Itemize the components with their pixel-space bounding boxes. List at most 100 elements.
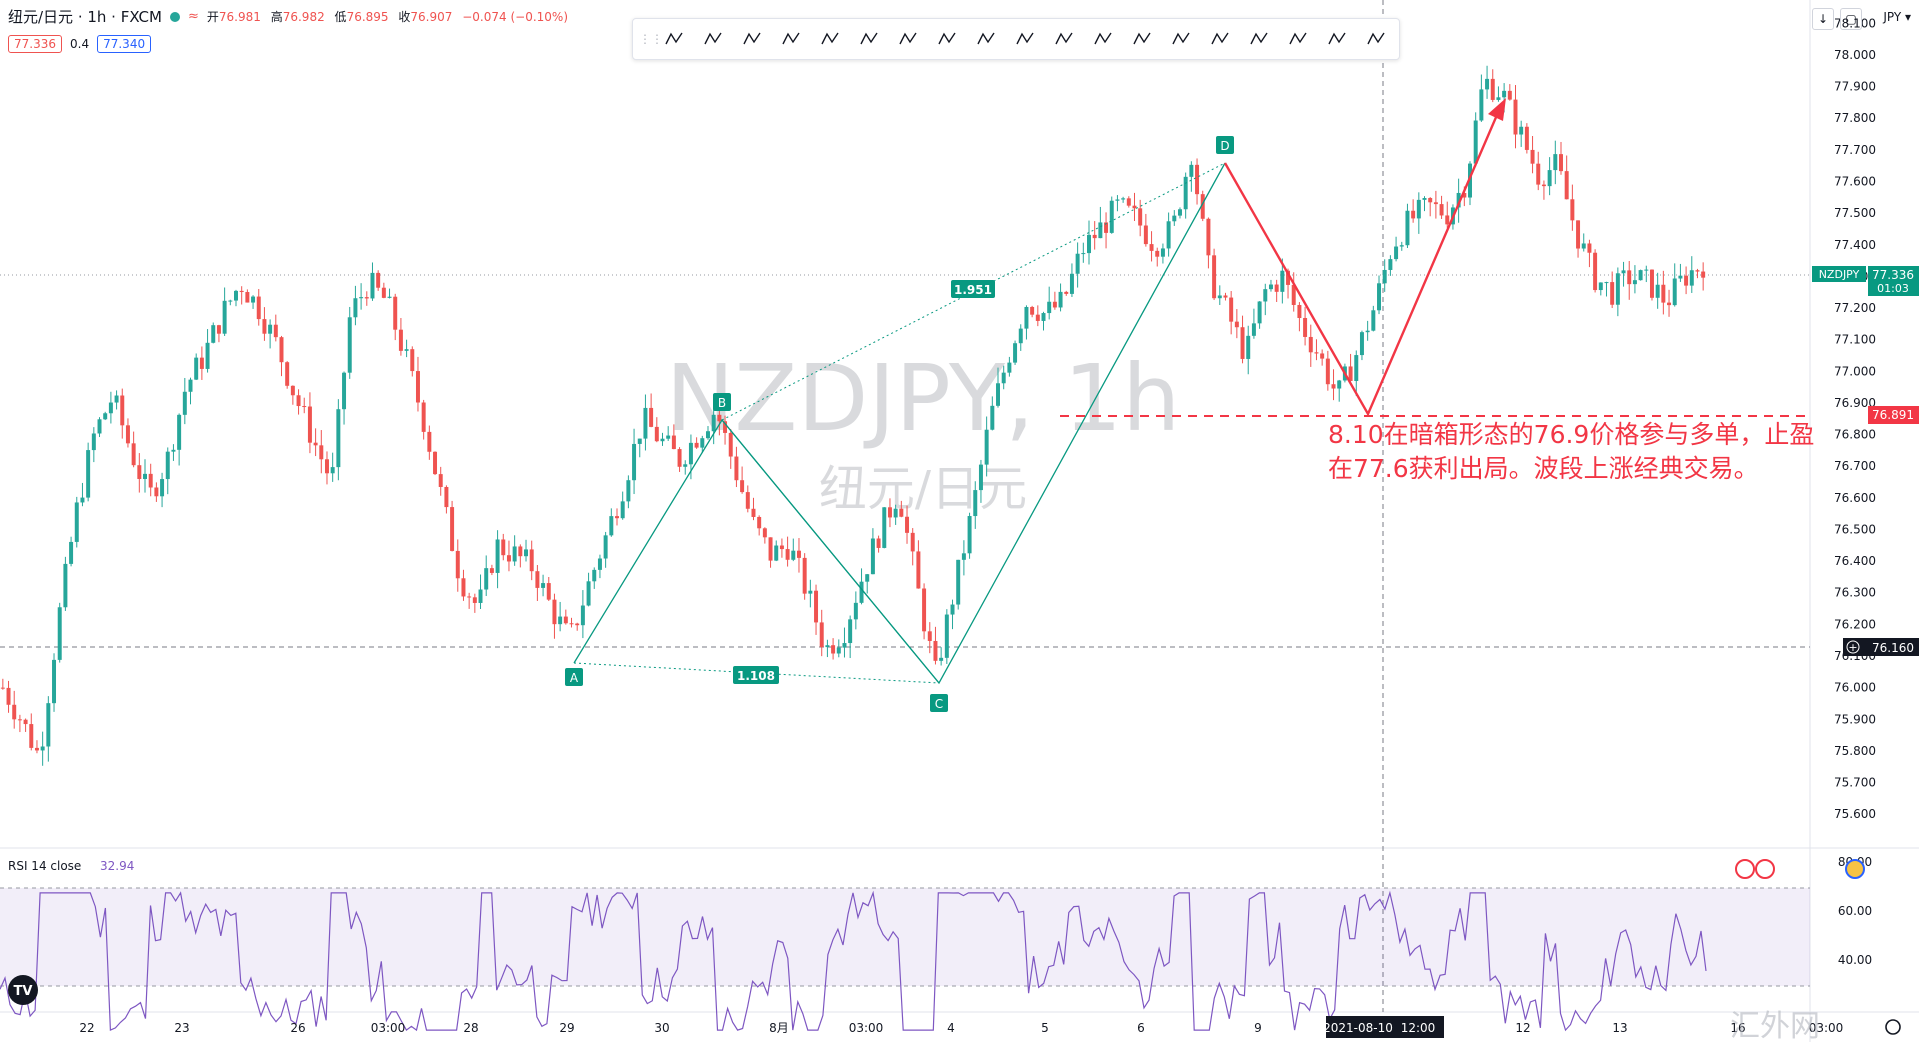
tradingview-logo-icon[interactable] (8, 975, 38, 1005)
candle-body (1030, 306, 1035, 315)
pitchfork-icon[interactable] (1123, 23, 1160, 55)
text-icon[interactable] (1240, 23, 1277, 55)
abcd-pattern-icon[interactable] (733, 23, 770, 55)
cypher-pattern-icon[interactable] (694, 23, 731, 55)
candle-body (1212, 255, 1217, 299)
candle-body (563, 616, 568, 624)
candle-body (1371, 310, 1376, 331)
symbol-title[interactable]: 纽元/日元 · 1h · FXCM (8, 8, 162, 26)
candle-body (1189, 164, 1194, 177)
candle-body (1649, 269, 1654, 298)
callout-icon[interactable] (1318, 23, 1355, 55)
fib-retracement-icon[interactable] (889, 23, 926, 55)
arrow-icon[interactable] (1084, 23, 1121, 55)
xabcd-pattern-icon[interactable] (655, 23, 692, 55)
economic-event-icon[interactable] (1735, 859, 1755, 879)
annotation-line-2[interactable]: 在77.6获利出局。波段上涨经典交易。 (1328, 454, 1759, 483)
candle-body (143, 473, 148, 479)
candle-body (393, 296, 398, 330)
ellipse-icon[interactable] (850, 23, 887, 55)
crosshair-time-label (1326, 1016, 1444, 1038)
candle-body (23, 719, 28, 725)
ask-button[interactable]: 77.340 (97, 35, 152, 53)
market-status-icon[interactable] (169, 11, 180, 22)
pattern-point-c[interactable] (930, 694, 948, 712)
pattern-point-a[interactable] (565, 668, 583, 686)
candle-body (1564, 171, 1569, 200)
pattern-point-d[interactable] (1216, 136, 1234, 154)
pattern-point-b[interactable] (713, 393, 731, 411)
wave-arrow-drawing[interactable] (1223, 98, 1506, 417)
settings-gear-icon[interactable] (1885, 1019, 1901, 1035)
xabcd-pattern[interactable]: A B C D 1.951 1.108 (565, 136, 1234, 712)
head-shoulders-icon[interactable] (1279, 23, 1316, 55)
pattern-ratio-line-bd (721, 162, 1226, 421)
time-axis[interactable]: 22 23 26 03:00 28 29 30 8月 03:00 4 5 6 9 12 13 16 03:00 (79, 1021, 1843, 1035)
bid-button[interactable]: 77.336 (8, 35, 62, 53)
candle-body (597, 558, 602, 570)
currency-selector[interactable]: JPY ▾ (1883, 10, 1911, 24)
scroll-down-icon[interactable]: ↓ (1812, 8, 1834, 30)
pattern-leg-bc[interactable] (721, 419, 940, 684)
trend-line-icon[interactable] (967, 23, 1004, 55)
candle-body (313, 442, 318, 446)
candle-body (1524, 126, 1529, 150)
price-tick-label: 76.800 (1834, 428, 1876, 442)
parallel-channel-icon[interactable] (928, 23, 965, 55)
candle-body (1388, 259, 1393, 270)
candle-body (74, 502, 79, 542)
candle-body (1223, 295, 1228, 298)
candle-body (489, 568, 494, 573)
maximize-icon[interactable]: ▢ (1840, 8, 1862, 30)
candle-body (1536, 163, 1541, 185)
candle-body (1405, 210, 1410, 246)
candle-body (592, 569, 597, 582)
candle-body (865, 574, 870, 582)
candle-body (677, 449, 682, 467)
elliott-wave-icon[interactable] (772, 23, 809, 55)
toolbar-drag-handle-icon[interactable]: ⋮⋮ (639, 32, 663, 46)
candle-body (541, 583, 546, 588)
price-tick-label: 78.000 (1834, 48, 1876, 62)
candle-body (575, 623, 580, 626)
candle-body (1149, 244, 1154, 251)
candle-body (1433, 202, 1438, 205)
time-tick-label: 30 (654, 1021, 669, 1035)
triangle-icon[interactable] (1201, 23, 1238, 55)
economic-event-icon[interactable] (1755, 859, 1775, 879)
candle-body (927, 631, 932, 641)
candle-body (1303, 317, 1308, 337)
flag-event-icon[interactable] (1845, 859, 1865, 879)
candle-body (1638, 270, 1643, 281)
bid-ask-panel: 77.336 0.4 77.340 (8, 35, 152, 53)
candle-body (1274, 284, 1279, 292)
candle-body (848, 619, 853, 644)
candle-body (779, 545, 784, 550)
add-alert-icon[interactable] (1846, 640, 1860, 654)
ray-icon[interactable] (1006, 23, 1043, 55)
annotation-line-1[interactable]: 8.10在暗箱形态的76.9价格参与多单，止盈 (1328, 420, 1814, 449)
price-range-icon[interactable] (1357, 23, 1394, 55)
candle-body (1087, 234, 1091, 254)
candle-body (1200, 194, 1205, 219)
price-tick-label: 76.700 (1834, 459, 1876, 473)
drawing-toolbar[interactable]: ⋮⋮ (632, 18, 1400, 60)
horizontal-line-icon[interactable] (1045, 23, 1082, 55)
candle-body (990, 405, 995, 430)
candle-body (307, 406, 312, 443)
rectangle-icon[interactable] (811, 23, 848, 55)
candle-body (887, 507, 892, 518)
candle-body (1075, 253, 1080, 274)
candle-body (251, 296, 256, 303)
candle-body (961, 553, 966, 560)
candle-body (1143, 225, 1148, 245)
candle-body (1047, 301, 1052, 314)
candle-body (495, 539, 500, 573)
candle-body (1206, 218, 1211, 256)
realtime-icon[interactable]: ≈ (187, 9, 199, 24)
candle-body (1701, 271, 1706, 278)
wave-line[interactable] (1223, 107, 1502, 417)
candle-body (353, 298, 358, 318)
vertical-line-icon[interactable] (1162, 23, 1199, 55)
